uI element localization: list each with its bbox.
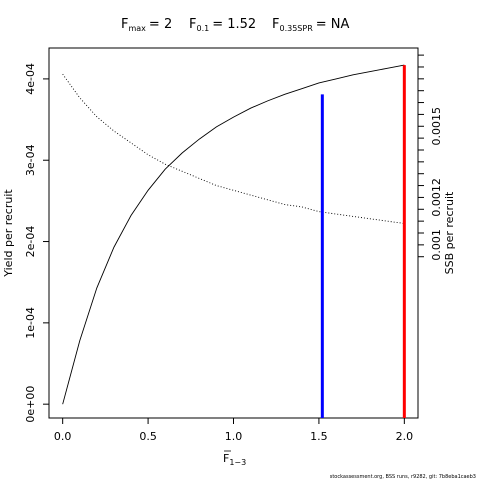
title-fmax-subscript: max [128, 24, 146, 33]
x-tick-label: 1.5 [310, 430, 328, 443]
y-axis-left: 0e+00 1e-04 2e-04 3e-04 4e-04 [24, 63, 49, 423]
x-axis-title-subscript: 1−3 [229, 458, 246, 467]
series-layer [62, 64, 405, 405]
svg-text:F1−3: F1−3 [223, 452, 246, 467]
y-axis-right: 0.001 0.0012 0.0015 [418, 54, 443, 261]
y-right-tick-label: 0.0012 [430, 178, 443, 217]
y-right-tick-label: 0.0015 [430, 107, 443, 145]
title-fmax-value: = 2 [149, 17, 172, 32]
x-tick-label: 0.0 [54, 430, 72, 443]
title-f01-value: = 1.52 [212, 17, 256, 32]
y-right-tick-label: 0.001 [430, 229, 443, 261]
svg-text:F0.1= 1.52: F0.1 = 1.52 [189, 17, 256, 33]
x-axis-title-symbol: F [223, 452, 229, 465]
x-axis-title: F1−3 [223, 450, 246, 467]
title-f35-value: = NA [316, 17, 350, 32]
y-axis-left-title: Yield per recruit [2, 189, 15, 278]
yield-per-recruit-line [62, 64, 405, 405]
title-f01-symbol: F [189, 17, 196, 32]
reference-lines [320, 65, 406, 418]
footer-note: stockassessment.org, BSS runs, r9282, gi… [330, 474, 476, 480]
y-axis-right-title: SSB per recruit [443, 191, 456, 274]
y-left-tick-label: 0e+00 [24, 386, 37, 423]
title-f01-subscript: 0.1 [196, 24, 209, 33]
svg-text:Fmax= 2: Fmax = 2 [121, 17, 172, 33]
plot-frame [48, 47, 419, 419]
y-left-tick-label: 1e-04 [24, 307, 37, 339]
svg-text:F0.35SPR= NA: F0.35SPR = NA [272, 17, 350, 33]
x-axis: 0.0 0.5 1.0 1.5 2.0 [54, 418, 413, 443]
x-tick-label: 0.5 [139, 430, 157, 443]
title-f35-symbol: F [272, 17, 279, 32]
x-tick-label: 2.0 [396, 430, 414, 443]
y-left-tick-label: 4e-04 [24, 63, 37, 95]
title-f35-subscript: 0.35SPR [279, 24, 313, 33]
x-tick-label: 1.0 [225, 430, 243, 443]
chart-title: Fmax = 2 F0.1 = 1.52 F0.35SPR = NA [121, 17, 350, 33]
y-left-tick-label: 2e-04 [24, 226, 37, 258]
ssb-per-recruit-line [62, 73, 405, 224]
y-left-tick-label: 3e-04 [24, 144, 37, 176]
title-fmax-symbol: F [121, 17, 128, 32]
